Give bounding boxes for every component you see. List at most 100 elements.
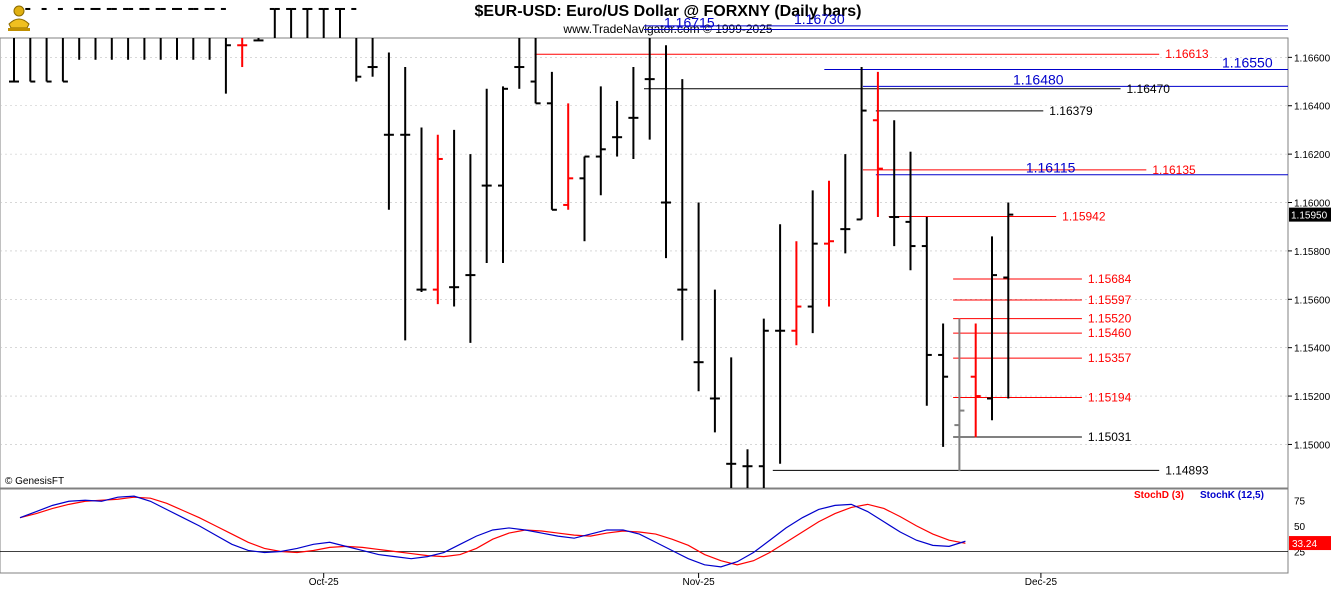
price-bar	[612, 100, 623, 157]
date-tick-label: Dec-25	[1025, 577, 1058, 588]
price-bar	[335, 7, 345, 38]
price-bar	[432, 134, 443, 305]
price-tick-label: 1.15400	[1294, 344, 1331, 355]
price-bar	[416, 127, 427, 293]
price-bar	[987, 236, 997, 421]
price-bar	[775, 224, 786, 464]
copyright-label: © GenesisFT	[5, 476, 64, 487]
level-label: 1.15684	[1088, 272, 1132, 286]
price-bar	[677, 79, 688, 341]
logo-icon	[8, 5, 30, 31]
price-bar	[237, 38, 248, 68]
price-bar	[383, 52, 394, 210]
price-bar	[514, 38, 525, 89]
price-bar	[856, 67, 867, 221]
chart-title: $EUR-USD: Euro/US Dollar @ FORXNY (Daily…	[474, 3, 862, 20]
level-label: 1.15942	[1062, 210, 1106, 224]
price-bar	[139, 7, 150, 60]
price-bar	[253, 38, 264, 42]
stoch-panel-background	[0, 488, 1289, 574]
level-label: 1.15031	[1088, 430, 1132, 444]
price-bar	[546, 71, 557, 211]
price-bar	[318, 7, 329, 38]
price-bar	[90, 7, 101, 60]
last-price-label: 1.15950	[1291, 211, 1328, 222]
date-tick-label: Nov-25	[682, 577, 715, 588]
price-bar	[465, 154, 476, 343]
price-bar	[563, 103, 574, 210]
price-bar	[807, 190, 818, 334]
legend-stochk: StochK (12,5)	[1200, 490, 1264, 501]
price-bar	[791, 241, 802, 346]
level-label: 1.16115	[1026, 160, 1076, 176]
level-label: 1.16470	[1127, 82, 1171, 96]
level-label: 1.16715	[664, 15, 715, 31]
price-bar	[579, 155, 590, 242]
price-bar	[709, 289, 720, 433]
price-bar	[872, 71, 883, 218]
price-tick-label: 1.15600	[1294, 295, 1331, 306]
price-tick-label: 1.16400	[1294, 102, 1331, 113]
price-bar	[74, 7, 85, 60]
price-tick-label: 1.15000	[1294, 440, 1331, 451]
level-label: 1.16730	[794, 11, 845, 27]
last-price-box	[1289, 207, 1331, 222]
price-bar	[400, 67, 411, 341]
date-tick-label: Oct-25	[309, 577, 339, 588]
price-tick-label: 1.16000	[1294, 199, 1331, 210]
price-bar	[172, 7, 182, 60]
level-label: 1.16480	[1013, 71, 1064, 87]
price-bar	[824, 180, 834, 307]
horizontal-levels: 1.16730 1.16715 1.16613 1.16550 1.16480 1.164…	[534, 11, 1288, 477]
price-bar	[1003, 202, 1014, 399]
level-label: 1.15597	[1088, 293, 1132, 307]
date-axis: Oct-25 Nov-25 Dec-25	[309, 573, 1058, 588]
price-bar	[758, 318, 769, 488]
level-label: 1.16135	[1152, 163, 1196, 177]
stoch-tick-label: 75	[1294, 496, 1306, 507]
price-bar	[954, 318, 965, 472]
stoch-last-value-label: 33.24	[1292, 539, 1317, 550]
price-bar	[269, 7, 280, 38]
stoch-series-line	[19, 495, 966, 568]
level-label: 1.15460	[1088, 326, 1132, 340]
chart-header: $EUR-USD: Euro/US Dollar @ FORXNY (Daily…	[0, 0, 1336, 38]
level-label: 1.16379	[1049, 104, 1093, 118]
price-bar	[693, 202, 704, 392]
price-bar	[9, 38, 19, 83]
price-bar	[25, 7, 36, 83]
price-bar	[481, 88, 492, 263]
price-tick-label: 1.16600	[1294, 53, 1331, 64]
price-bar	[57, 7, 68, 83]
price-bar	[970, 323, 981, 438]
stoch-tick-label: 25	[1294, 548, 1306, 559]
price-bars	[9, 7, 1014, 488]
price-bar	[204, 7, 215, 60]
price-bar	[106, 7, 117, 60]
legend-stochd: StochD (3)	[1134, 490, 1184, 501]
price-bar	[938, 323, 949, 447]
price-bar	[498, 86, 508, 263]
price-bar	[351, 7, 362, 82]
price-bar	[726, 357, 737, 488]
price-bar	[449, 129, 460, 307]
price-bar	[41, 7, 52, 83]
price-bar	[188, 7, 199, 60]
price-axis: 1.16600 1.16400 1.16200 1.16000 1.15800 1.156…	[1288, 53, 1331, 451]
price-bar	[367, 38, 378, 77]
price-bar	[286, 7, 297, 38]
price-bar	[742, 449, 753, 488]
level-label: 1.15520	[1088, 312, 1132, 326]
stoch-last-value-box	[1289, 536, 1331, 551]
price-bar	[889, 120, 900, 247]
price-bar	[840, 154, 851, 254]
price-bar	[530, 38, 541, 105]
stoch-tick-label: 50	[1294, 522, 1306, 533]
price-panel-background	[0, 37, 1289, 489]
price-tick-label: 1.15800	[1294, 247, 1331, 258]
price-tick-label: 1.16200	[1294, 150, 1331, 161]
stoch-panel: 75 50 25 StochD (3) StochK (12,5) 33.24	[0, 490, 1331, 568]
price-bar	[302, 7, 313, 38]
level-label: 1.15357	[1088, 351, 1132, 365]
